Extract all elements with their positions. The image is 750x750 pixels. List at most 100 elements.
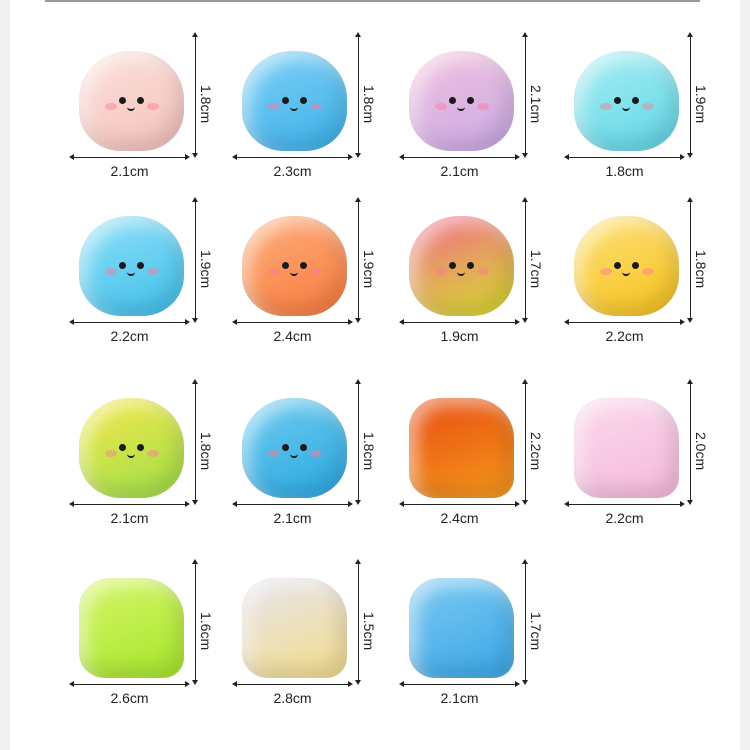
cheek [310,450,322,457]
product-item: 2.6cm 1.6cm [67,559,227,730]
width-arrow [232,319,353,325]
width-label: 2.1cm [110,163,149,179]
height-label: 1.8cm [198,432,214,471]
figurine-image [79,51,184,151]
height-label: 1.5cm [361,612,377,651]
figurine-image [79,398,184,498]
height-label: 1.8cm [361,85,377,124]
mouth [290,452,298,458]
product-item: 2.2cm 1.9cm [67,197,227,368]
cheek [435,268,447,275]
figurine-image [409,398,514,498]
cheek [310,268,322,275]
cheek [268,268,280,275]
figurine-image [242,398,347,498]
height-arrow [522,32,528,158]
width-arrow [564,501,685,507]
mouth [622,105,630,111]
width-arrow [69,154,190,160]
mouth [127,452,135,458]
height-label: 2.0cm [693,432,709,471]
height-label: 2.2cm [528,432,544,471]
width-arrow [69,501,190,507]
width-label: 2.2cm [605,328,644,344]
width-label: 2.2cm [605,510,644,526]
eye [119,262,126,269]
product-item: 2.4cm 2.2cm [397,379,557,550]
right-edge [740,0,750,750]
height-label: 1.9cm [693,85,709,124]
eye [137,262,144,269]
cheek [642,103,654,110]
height-label: 1.7cm [528,250,544,289]
height-arrow [355,32,361,158]
product-item: 2.1cm 1.8cm [230,379,390,550]
cheek [147,103,159,110]
figurine-image [409,578,514,678]
height-label: 1.8cm [198,85,214,124]
eye [632,97,639,104]
width-label: 2.4cm [440,510,479,526]
cheek [105,268,117,275]
cheek [600,103,612,110]
figurine-image [574,398,679,498]
height-label: 1.8cm [361,432,377,471]
eye [119,444,126,451]
mouth [457,105,465,111]
product-item: 1.9cm 1.7cm [397,197,557,368]
cheek [477,268,489,275]
width-arrow [399,681,520,687]
width-label: 2.2cm [110,328,149,344]
width-label: 2.1cm [110,510,149,526]
cheek [435,103,447,110]
width-arrow [564,319,685,325]
figurine-image [409,51,514,151]
height-arrow [355,379,361,505]
eye [632,262,639,269]
eye [300,444,307,451]
width-label: 2.8cm [273,690,312,706]
cheek [268,103,280,110]
cheek [147,450,159,457]
cheek [105,450,117,457]
height-arrow [687,379,693,505]
height-arrow [522,197,528,323]
eye [614,262,621,269]
cheek [147,268,159,275]
figurine-image [409,216,514,316]
height-label: 1.7cm [528,612,544,651]
height-label: 1.8cm [693,250,709,289]
eye [119,97,126,104]
eye [137,444,144,451]
product-item: 2.2cm 2.0cm [562,379,722,550]
width-label: 2.4cm [273,328,312,344]
height-label: 1.9cm [361,250,377,289]
width-arrow [232,154,353,160]
width-label: 2.1cm [440,163,479,179]
product-item: 2.1cm 1.7cm [397,559,557,730]
eye [282,97,289,104]
cheek [600,268,612,275]
height-arrow [355,197,361,323]
width-label: 2.1cm [440,690,479,706]
top-divider [45,0,700,2]
mouth [290,105,298,111]
product-item: 2.2cm 1.8cm [562,197,722,368]
figurine-image [79,578,184,678]
cheek [642,268,654,275]
height-arrow [192,197,198,323]
width-arrow [399,154,520,160]
figurine-image [242,216,347,316]
eye [467,262,474,269]
product-item: 2.4cm 1.9cm [230,197,390,368]
width-label: 2.3cm [273,163,312,179]
cheek [477,103,489,110]
width-label: 2.1cm [273,510,312,526]
mouth [127,270,135,276]
height-label: 1.6cm [198,612,214,651]
eye [282,444,289,451]
height-arrow [192,379,198,505]
mouth [622,270,630,276]
mouth [290,270,298,276]
left-edge [0,0,10,750]
